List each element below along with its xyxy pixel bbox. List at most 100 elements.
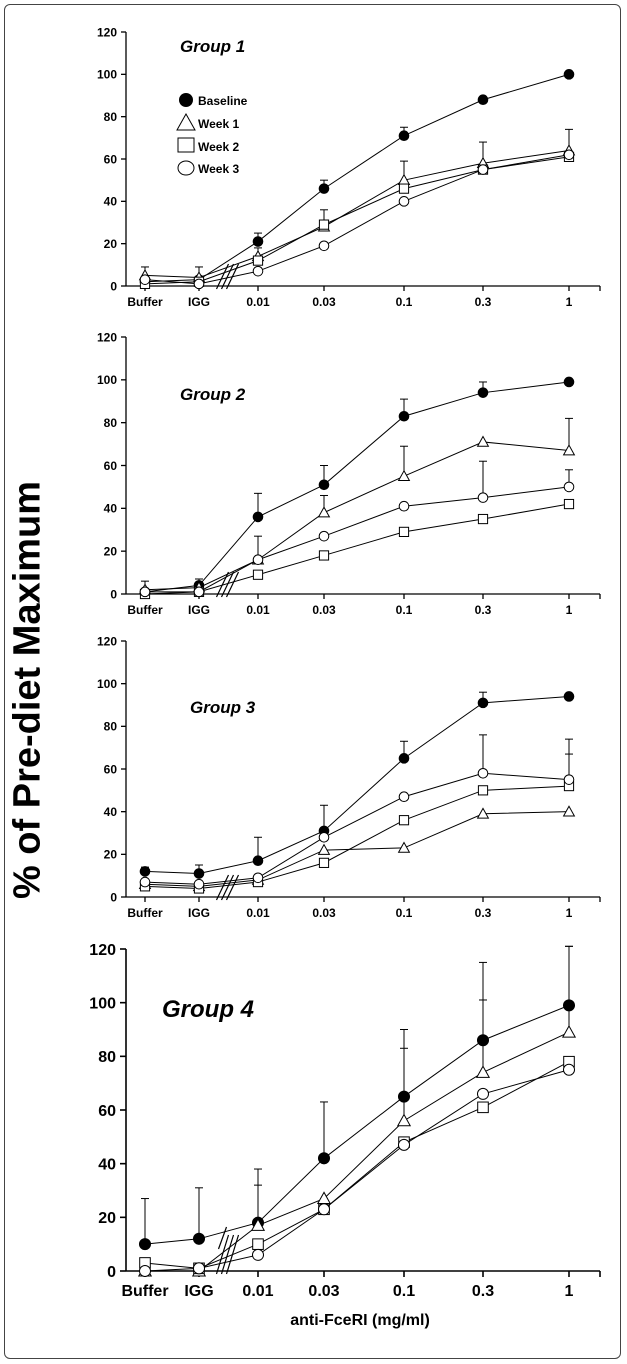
- data-point: [193, 586, 205, 598]
- data-point: [477, 513, 489, 525]
- x-tick-label: Buffer: [127, 906, 163, 920]
- y-tick-label: 100: [89, 995, 116, 1012]
- chart-panel-4: 0 20 40 60 80 100 120 Buffer IGG 0.01 0.03 0.1 0.3 1 G…: [89, 942, 601, 1300]
- axis-break-mark: [225, 571, 240, 598]
- y-tick-label: 120: [97, 634, 117, 648]
- chart-panel-3: 0 20 40 60 80 100 120 Buffer IGG 0.01 0.03 0.1 0.3 1 G…: [97, 634, 601, 920]
- data-point: [252, 554, 264, 566]
- axis-break-mark: [220, 1234, 235, 1275]
- legend-label: Week 3: [198, 162, 239, 176]
- data-point: [318, 857, 330, 868]
- data-point: [252, 511, 264, 523]
- y-tick-label: 80: [104, 416, 118, 430]
- x-tick-label: 1: [566, 603, 573, 617]
- x-tick-label: 0.01: [246, 295, 270, 309]
- y-tick-label: 100: [97, 677, 117, 691]
- legend-marker: [177, 160, 195, 176]
- series-line: [144, 1061, 570, 1269]
- y-tick-label: 60: [104, 459, 118, 473]
- axis-break-mark: [225, 874, 240, 901]
- data-point: [563, 376, 575, 388]
- y-tick-label: 0: [110, 279, 117, 293]
- data-point: [318, 831, 330, 843]
- chart-title: Group 4: [162, 996, 254, 1023]
- data-point: [398, 500, 410, 512]
- data-point: [563, 691, 575, 702]
- x-tick-label: 1: [565, 1283, 574, 1300]
- data-point: [318, 479, 330, 491]
- x-tick-label: Buffer: [127, 603, 163, 617]
- series-baseline: [138, 945, 576, 1251]
- x-tick-label: 0.3: [475, 603, 492, 617]
- series-line: [144, 441, 570, 591]
- series-line: [145, 1031, 570, 1272]
- series-week-3: [138, 1063, 576, 1278]
- y-tick-label: 120: [89, 942, 116, 959]
- axis-break-mark: [215, 874, 230, 901]
- data-point: [562, 444, 576, 456]
- chart-panel-2: 0 20 40 60 80 100 120 Buffer IGG 0.01 0.03 0.1 0.3 1 G…: [97, 330, 601, 617]
- y-tick-label: 80: [98, 1049, 116, 1066]
- series-baseline: [139, 376, 575, 598]
- y-tick-label: 80: [104, 110, 118, 124]
- data-point: [317, 843, 331, 855]
- data-point: [250, 1218, 266, 1231]
- axis-break-mark: [217, 1226, 228, 1250]
- series-baseline: [139, 691, 575, 879]
- y-tick-label: 40: [104, 195, 118, 209]
- series-week-1: [138, 417, 576, 595]
- series-week-2: [139, 498, 575, 600]
- data-point: [563, 481, 575, 493]
- y-tick-label: 60: [104, 152, 118, 166]
- series-line: [144, 772, 570, 885]
- data-point: [477, 492, 489, 503]
- data-point: [398, 130, 410, 142]
- data-point: [477, 387, 489, 398]
- y-tick-label: 120: [97, 330, 117, 344]
- series-line: [144, 1004, 570, 1245]
- x-tick-label: 0.1: [393, 1283, 415, 1300]
- data-point: [317, 506, 331, 518]
- data-point: [139, 866, 151, 877]
- data-point: [252, 255, 264, 266]
- data-point: [562, 1063, 576, 1076]
- x-tick-label: 1: [566, 295, 573, 309]
- data-point: [477, 785, 489, 796]
- axis-break-mark: [220, 874, 235, 901]
- chart-title: Group 3: [190, 698, 256, 717]
- data-point: [252, 872, 264, 884]
- data-point: [397, 841, 411, 853]
- x-tick-label: IGG: [188, 603, 210, 617]
- series-line: [144, 695, 570, 875]
- data-point: [318, 530, 330, 542]
- x-tick-label: IGG: [188, 906, 210, 920]
- y-tick-label: 120: [97, 25, 117, 39]
- data-point: [563, 774, 575, 785]
- data-point: [477, 94, 489, 106]
- x-tick-label: Buffer: [121, 1283, 168, 1300]
- series-line: [144, 381, 570, 593]
- y-tick-label: 60: [98, 1103, 116, 1120]
- data-point: [252, 1238, 264, 1250]
- axis-break-mark: [220, 571, 235, 598]
- x-tick-label: 0.03: [312, 906, 336, 920]
- series-week-3: [139, 149, 575, 290]
- data-point: [398, 526, 410, 537]
- y-tick-label: 0: [107, 1264, 116, 1281]
- data-point: [397, 1138, 411, 1151]
- y-tick-label: 0: [110, 890, 117, 904]
- x-tick-label: 0.3: [472, 1283, 494, 1300]
- data-point: [193, 878, 205, 890]
- legend-label: Baseline: [198, 94, 248, 108]
- axis-break-mark: [220, 263, 235, 290]
- series-week-2: [139, 1055, 575, 1275]
- data-point: [561, 1024, 577, 1038]
- data-point: [398, 183, 410, 194]
- data-point: [476, 1087, 490, 1100]
- data-point: [318, 550, 330, 561]
- data-point: [252, 236, 264, 247]
- legend-marker: [176, 112, 196, 131]
- data-point: [192, 1262, 206, 1275]
- data-point: [252, 855, 264, 867]
- x-tick-label: 0.1: [396, 906, 413, 920]
